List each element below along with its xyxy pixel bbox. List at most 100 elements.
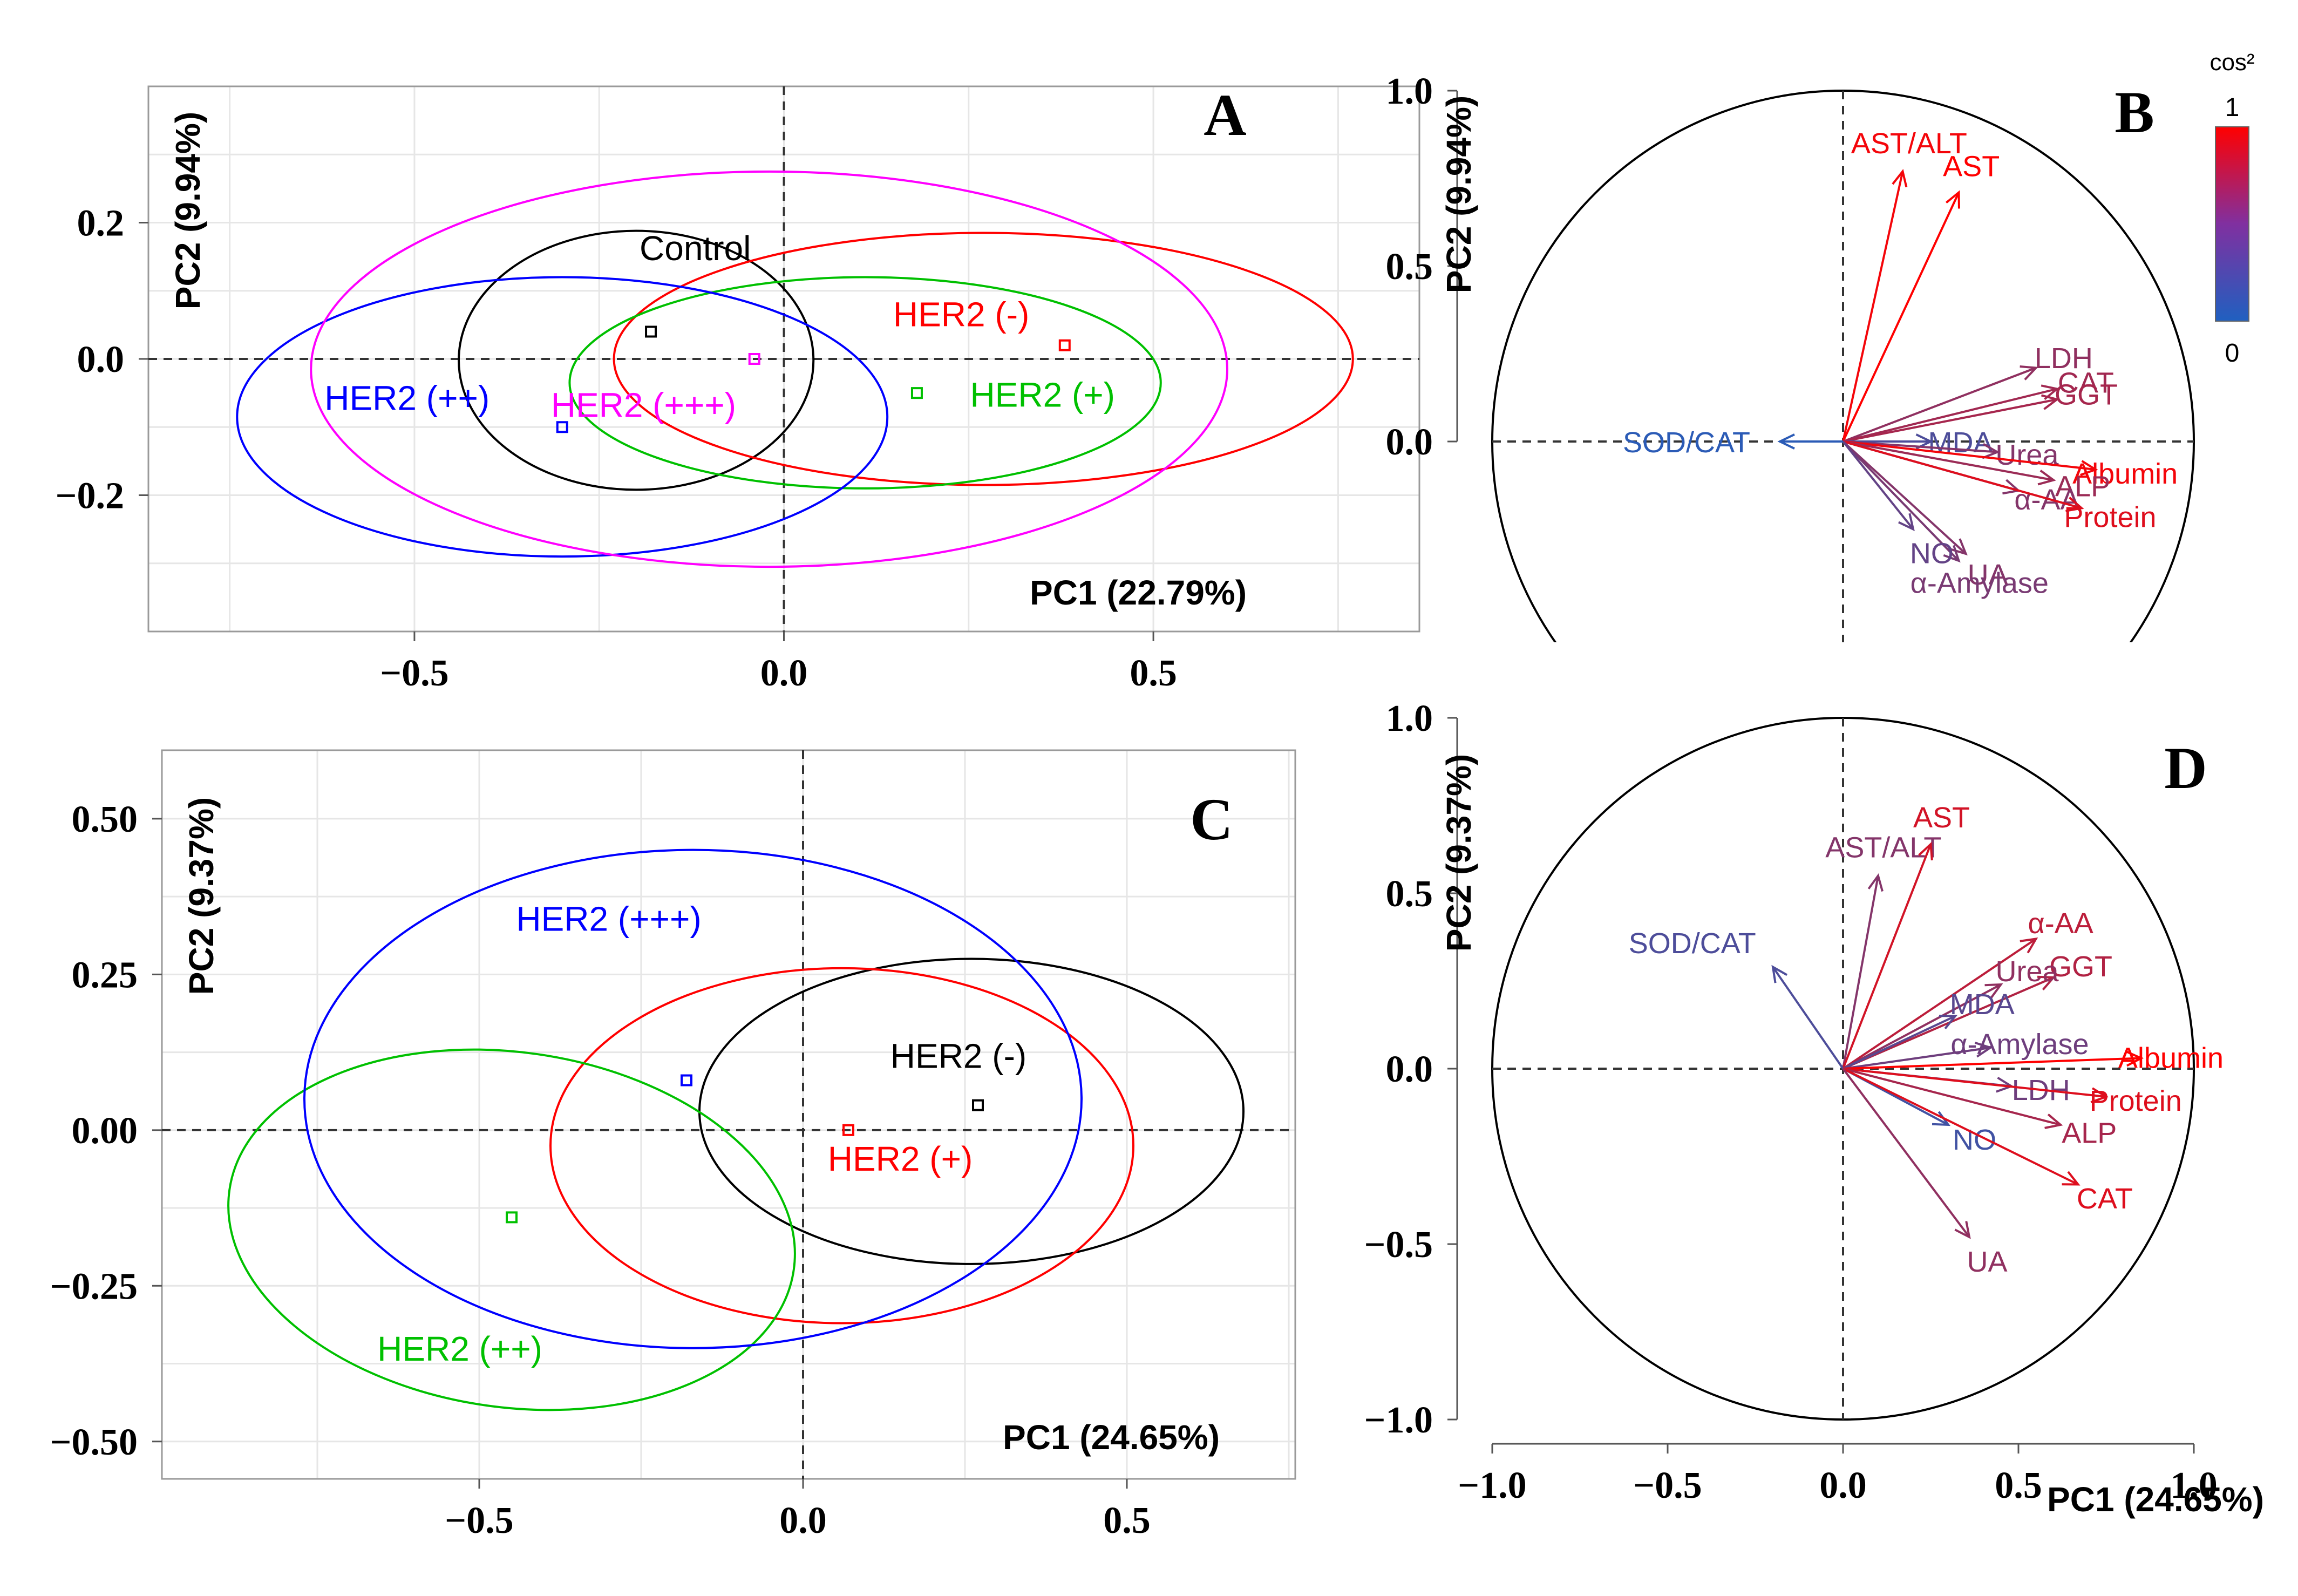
variable-label-cat: CAT bbox=[2058, 366, 2114, 399]
axis-ticks-c: −0.5 0.0 0.5 0.50 0.25 0.00 −0.25 −0.50 bbox=[50, 799, 1151, 1541]
variable-amylase: α-Amylase bbox=[1843, 1028, 2089, 1070]
arrow-head bbox=[1982, 443, 2000, 459]
legend-color-bar bbox=[2215, 126, 2249, 322]
x-tick-label: 0.5 bbox=[1103, 1500, 1151, 1541]
variable-label-ast-alt: AST/ALT bbox=[1851, 127, 1967, 160]
variable-label-alp: ALP bbox=[2055, 470, 2110, 502]
y-tick-label: 0.0 bbox=[77, 339, 125, 381]
variable-label-albumin: Albumin bbox=[2118, 1042, 2224, 1075]
arrow-head bbox=[1892, 169, 1908, 188]
panel-d-correlation-circle: 1.0 0.5 0.0 −0.5 −1.0 −1.0 −0.5 0.0 0.5 1.0 AST/AL… bbox=[1364, 698, 2264, 1519]
variable-label-ast: AST bbox=[1913, 802, 1970, 834]
legend-max-label: 1 bbox=[2225, 93, 2240, 122]
variable-label-protein: Protein bbox=[2090, 1085, 2182, 1117]
y-tick-label: −0.5 bbox=[1364, 1224, 1433, 1266]
group-label-her2: HER2 (++) bbox=[377, 1329, 542, 1368]
variable-ast: AST bbox=[1842, 802, 1970, 1069]
y-tick-label: −0.50 bbox=[50, 1422, 138, 1463]
loading-arrow-no bbox=[1842, 440, 1914, 530]
loading-arrow-ua bbox=[1842, 1068, 1970, 1238]
loading-arrow-cat bbox=[1843, 1068, 2079, 1186]
y-tick-label: 1.0 bbox=[1386, 698, 1433, 739]
arrow-head bbox=[2065, 497, 2084, 512]
variable-alp: ALP bbox=[1843, 440, 2110, 502]
variable-label-ggt: GGT bbox=[2055, 378, 2118, 411]
x-tick-label: −0.5 bbox=[1633, 1465, 1702, 1506]
axis-ticks-d: 1.0 0.5 0.0 −0.5 −1.0 −1.0 −0.5 0.0 0.5 1.0 bbox=[1364, 698, 2218, 1506]
variable-label-urea: Urea bbox=[1995, 439, 2059, 471]
variable-protein: Protein bbox=[1843, 440, 2157, 533]
arrow-head bbox=[1939, 1015, 1958, 1030]
y-tick-label: 0.2 bbox=[77, 203, 125, 245]
y-axis-title: PC2 (9.94%) bbox=[1439, 96, 1478, 293]
grid-c bbox=[162, 750, 1295, 1479]
loading-arrow-amylase bbox=[1843, 1047, 1991, 1070]
variable-cat: CAT bbox=[1843, 366, 2114, 443]
variable-label-sod-cat: SOD/CAT bbox=[1629, 927, 1756, 960]
axis-ticks-a: −0.5 0.0 0.5 0.2 0.0 −0.2 bbox=[56, 203, 1177, 695]
panel-a-pca-scores: −0.5 0.0 0.5 0.2 0.0 −0.2 Control HER2 (-) HER2 … bbox=[56, 82, 1420, 695]
variable-label-no: NO bbox=[1910, 537, 1954, 569]
arrow-head bbox=[1954, 1221, 1971, 1239]
loading-arrow-alp bbox=[1843, 440, 2054, 481]
arrow-head bbox=[2080, 460, 2098, 476]
variable-label-mda: MDA bbox=[1950, 988, 2015, 1021]
loading-arrow-urea bbox=[1843, 440, 1998, 453]
group-label-her2: HER2 (-) bbox=[893, 295, 1029, 334]
group-centroid-her2 bbox=[681, 1074, 692, 1086]
variable-mda: MDA bbox=[1843, 426, 1993, 459]
confidence-ellipse-her2 bbox=[613, 232, 1354, 486]
arrow-head bbox=[2037, 975, 2056, 991]
loading-arrow-ast-alt bbox=[1842, 171, 1904, 442]
arrow-head bbox=[2062, 1171, 2081, 1186]
loading-arrow-sod-cat bbox=[1772, 966, 1844, 1070]
loading-arrow-ast bbox=[1842, 844, 1932, 1069]
variable-label-cat: CAT bbox=[2077, 1183, 2133, 1215]
loading-arrow-albumin bbox=[1843, 1057, 2141, 1070]
arrow-head bbox=[2090, 1087, 2109, 1103]
group-her2: HER2 (+++) bbox=[310, 170, 1229, 568]
group-her2: HER2 (-) bbox=[613, 232, 1354, 486]
arrow-head bbox=[1946, 190, 1960, 209]
group-her2: HER2 (-) bbox=[698, 957, 1245, 1265]
variable-albumin: Albumin bbox=[1843, 440, 2178, 490]
loading-arrow-urea bbox=[1843, 983, 2002, 1070]
variable-aa: α-AA bbox=[1842, 907, 2093, 1070]
variable-cat: CAT bbox=[1843, 1068, 2133, 1215]
variable-sod-cat: SOD/CAT bbox=[1629, 927, 1844, 1070]
y-axis-title: PC2 (9.37%) bbox=[1439, 754, 1478, 952]
variable-amylase: α-Amylase bbox=[1842, 440, 2049, 599]
arrow-head bbox=[1984, 983, 2003, 999]
group-centroid-her2 bbox=[556, 421, 568, 433]
variable-label-ast: AST bbox=[1943, 151, 2000, 183]
arrow-head bbox=[2020, 365, 2038, 381]
group-label-her2: HER2 (++) bbox=[324, 379, 489, 418]
arrow-head bbox=[2041, 394, 2060, 410]
y-tick-label: 0.0 bbox=[1386, 1049, 1433, 1090]
variable-label-aa: α-AA bbox=[2028, 907, 2093, 940]
legend-title: cos² bbox=[2209, 49, 2254, 76]
y-tick-label: 0.5 bbox=[1386, 873, 1433, 915]
group-label-her2: HER2 (-) bbox=[890, 1036, 1026, 1075]
x-axis-title: PC1 (24.65%) bbox=[1003, 1418, 1220, 1457]
group-her2: HER2 (+) bbox=[549, 967, 1134, 1325]
loading-arrow-cat bbox=[1843, 388, 2057, 443]
y-tick-label: 0.0 bbox=[1386, 422, 1433, 463]
group-her2: HER2 (+++) bbox=[303, 848, 1083, 1349]
variable-no: NO bbox=[1842, 440, 1954, 569]
panel-letter-a: A bbox=[1204, 82, 1246, 148]
arrow-head bbox=[1918, 841, 1933, 861]
loading-arrow-aa bbox=[1842, 938, 2037, 1070]
arrow-head bbox=[1771, 965, 1788, 983]
panel-letter-d: D bbox=[2164, 735, 2207, 801]
loading-arrow-protein bbox=[1843, 440, 2082, 510]
variable-ua: UA bbox=[1842, 1068, 2008, 1278]
plot-frame-c bbox=[161, 749, 1296, 1480]
arrow-head bbox=[1867, 873, 1884, 892]
x-tick-label: 0.5 bbox=[1130, 653, 1177, 694]
group-label-control: Control bbox=[640, 229, 751, 268]
loading-arrow-ggt bbox=[1843, 398, 2057, 443]
group-centroid-her2 bbox=[972, 1099, 984, 1111]
x-tick-label: −0.5 bbox=[445, 1500, 513, 1541]
